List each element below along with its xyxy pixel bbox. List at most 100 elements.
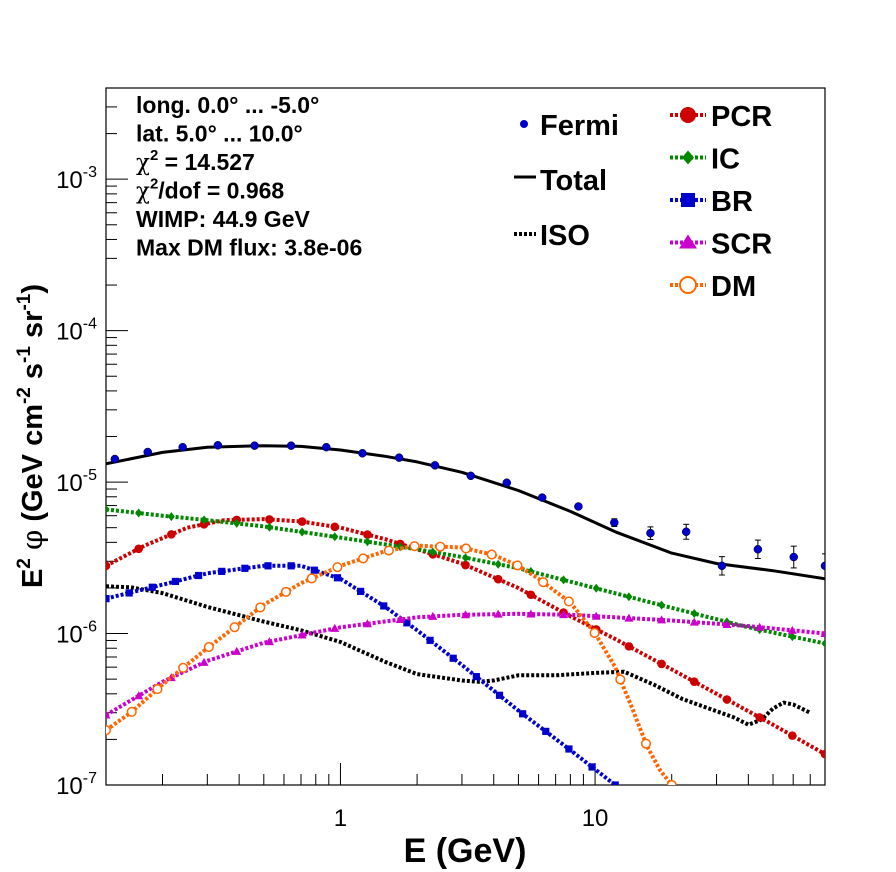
series-marker-br: [241, 564, 249, 572]
series-marker-ic: [592, 583, 600, 593]
y-tick-label: 10-7: [56, 770, 97, 800]
legend: Fermi Total ISO PCR IC BR SCR DM: [514, 101, 772, 303]
series-total: [106, 444, 825, 581]
legend-marker: [679, 276, 697, 294]
series-marker-dm: [640, 738, 652, 749]
legend-label: Fermi: [540, 110, 619, 142]
series-marker-dm: [409, 541, 420, 552]
x-axis-label: E (GeV): [404, 832, 527, 870]
series-marker-ic: [821, 638, 825, 648]
series-marker-br: [148, 583, 156, 591]
legend-label: ISO: [540, 220, 590, 252]
series-layer: [106, 444, 825, 785]
fermi-point: [574, 502, 583, 511]
series-marker-ic: [363, 537, 371, 547]
series-marker-dm: [152, 684, 163, 695]
series-marker-scr: [722, 620, 732, 629]
legend-label: PCR: [711, 101, 772, 133]
series-marker-dm: [589, 627, 600, 638]
series-marker-dm: [460, 543, 472, 554]
series-marker-ic: [560, 575, 568, 585]
fermi-point: [322, 442, 331, 452]
info-line: WIMP: 44.9 GeV: [136, 206, 310, 232]
series-marker-dm: [538, 577, 549, 588]
fermi-point: [286, 441, 296, 450]
series-marker-dm: [358, 553, 369, 564]
series-marker-scr: [493, 609, 503, 618]
series-marker-scr: [428, 611, 438, 620]
series-marker-dm: [229, 622, 240, 633]
series-marker-br: [380, 602, 388, 610]
series-marker-dm: [306, 573, 317, 584]
fermi-point: [178, 442, 187, 452]
fermi-point: [610, 518, 619, 527]
series-marker-scr: [559, 610, 569, 619]
series-marker-pcr: [265, 515, 274, 524]
series-marker-ic: [625, 592, 633, 602]
series-marker-scr: [297, 630, 307, 639]
series-marker-pcr: [624, 642, 634, 651]
y-tick-label: 10-4: [56, 316, 97, 346]
fermi-point: [110, 454, 120, 464]
series-marker-br: [287, 562, 295, 570]
info-line: χ2/dof = 0.968: [136, 176, 284, 205]
series-marker-scr: [199, 657, 209, 666]
axes: 1 10 10-7 10-6 10-5 10-4 10-3: [56, 87, 826, 832]
fermi-point: [537, 493, 547, 502]
y-tick-label: 10-6: [56, 619, 97, 649]
series-marker-dm: [486, 549, 497, 560]
fermi-point: [466, 471, 476, 481]
series-line-total: [106, 444, 825, 581]
series-marker-dm: [280, 586, 292, 597]
fermi-point: [430, 461, 440, 470]
fermi-data: [110, 441, 825, 579]
series-marker-scr: [395, 615, 405, 624]
series-marker-dm: [332, 562, 343, 573]
series-marker-ic: [106, 504, 110, 514]
y-axis-label: E2 φ (GeV cm-2 s-1 sr-1): [14, 284, 49, 588]
series-marker-dm: [178, 662, 189, 673]
series-marker-pcr: [820, 749, 825, 759]
series-marker-br: [310, 566, 318, 574]
series-marker-dm: [512, 560, 523, 571]
series-marker-scr: [624, 613, 634, 622]
series-marker-dm: [383, 545, 394, 556]
legend-item-dm: DM: [670, 271, 756, 303]
series-marker-scr: [591, 611, 601, 620]
series-marker-br: [611, 781, 619, 785]
series-marker-scr: [820, 629, 825, 638]
series-marker-pcr: [330, 522, 340, 532]
legend-marker: [679, 234, 697, 249]
fermi-point: [753, 545, 763, 554]
info-line: long. 0.0° ... -5.0°: [136, 92, 319, 118]
series-marker-pcr: [134, 544, 143, 554]
series-marker-ic: [429, 547, 437, 557]
series-marker-pcr: [106, 561, 111, 571]
series-ic: [106, 504, 825, 648]
series-marker-br: [495, 691, 504, 699]
fermi-point: [820, 561, 825, 571]
series-marker-scr: [461, 610, 470, 619]
series-marker-ic: [331, 532, 339, 542]
series-line-dm: [106, 543, 674, 785]
legend-label: SCR: [711, 229, 772, 261]
series-marker-dm: [435, 541, 446, 552]
series-marker-ic: [298, 527, 306, 537]
series-marker-ic: [265, 522, 273, 532]
series-marker-scr: [106, 710, 111, 719]
series-marker-pcr: [297, 517, 307, 526]
series-marker-br: [426, 636, 434, 644]
legend-item-fermi: Fermi: [520, 110, 619, 142]
y-tick-label: 10-3: [56, 164, 97, 194]
series-marker-dm: [203, 641, 214, 653]
series-marker-ic: [494, 559, 502, 569]
series-marker-scr: [134, 691, 144, 700]
series-marker-pcr: [461, 560, 470, 570]
series-marker-scr: [232, 646, 242, 655]
series-marker-ic: [135, 508, 143, 518]
series-br: [106, 562, 619, 785]
series-marker-scr: [689, 617, 699, 626]
series-marker-pcr: [689, 677, 699, 686]
series-marker-scr: [362, 619, 372, 628]
fermi-point: [789, 552, 798, 562]
